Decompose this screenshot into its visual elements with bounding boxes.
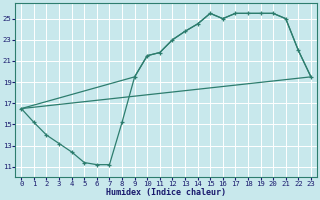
X-axis label: Humidex (Indice chaleur): Humidex (Indice chaleur) xyxy=(106,188,226,197)
